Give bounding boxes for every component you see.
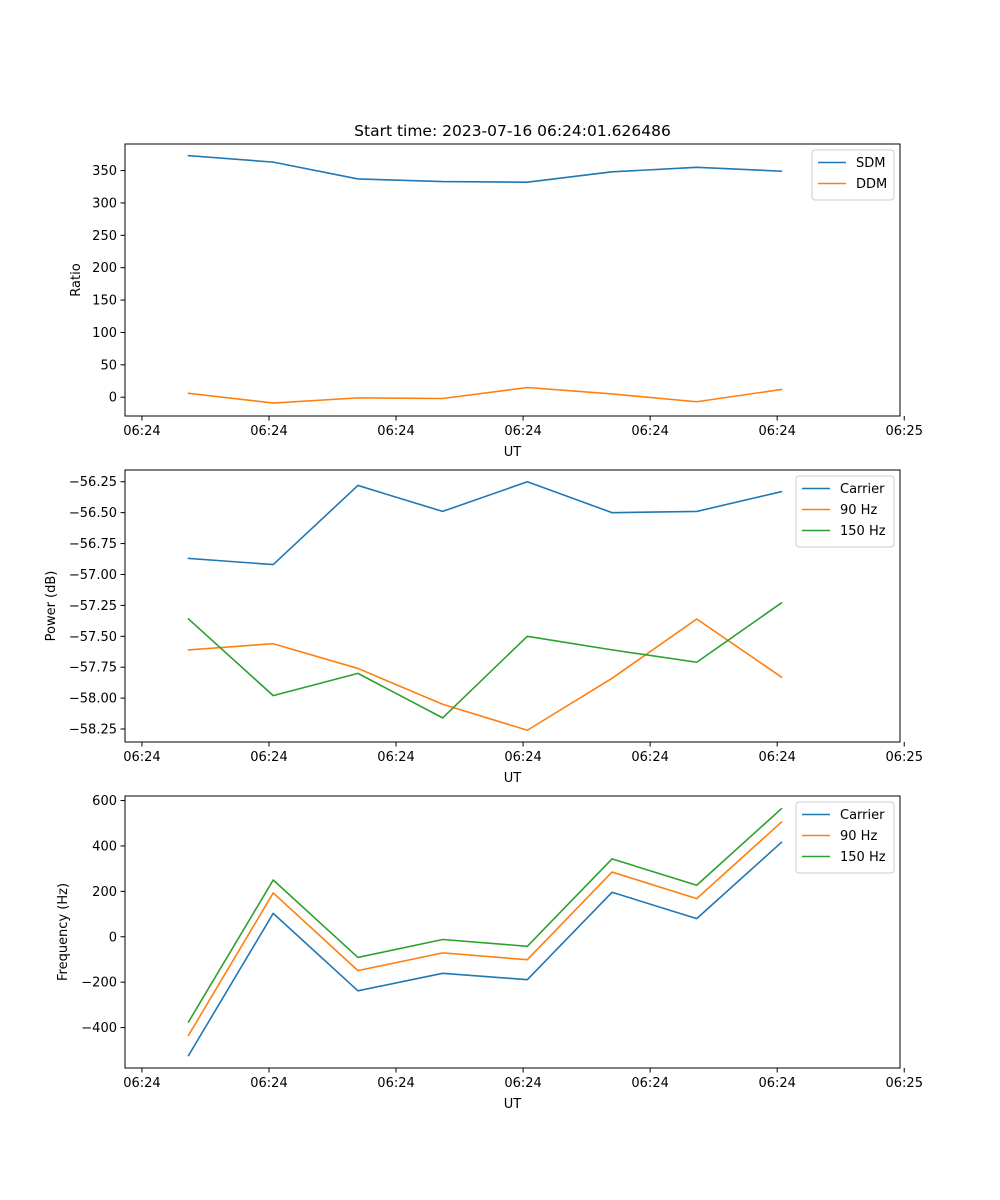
y-tick-label: 250	[92, 229, 117, 244]
ratio-series-ddm-line	[187, 386, 783, 404]
power-x-ticks: 06:24 06:24 06:24 06:24 06:24 06:24 06:25	[123, 742, 923, 765]
power-axes-frame	[124, 469, 901, 743]
frequency-series-group	[187, 807, 783, 1057]
y-tick-label: 100	[92, 326, 117, 341]
x-tick-label: 06:24	[758, 424, 795, 439]
y-tick-label: −56.25	[69, 475, 117, 490]
frequency-series-carrier-line	[187, 841, 783, 1057]
x-tick-label: 06:24	[123, 424, 160, 439]
chart-title: Start time: 2023-07-16 06:24:01.626486	[354, 122, 671, 140]
x-tick-label: 06:24	[377, 424, 414, 439]
ratio-legend: SDM DDM	[811, 149, 895, 201]
x-tick-label: 06:24	[758, 1076, 795, 1091]
x-tick-label: 06:24	[631, 1076, 668, 1091]
y-tick-label: −58.00	[69, 692, 117, 707]
y-tick-label: −57.75	[69, 661, 117, 676]
x-tick-label: 06:24	[504, 424, 541, 439]
y-tick-label: −57.50	[69, 630, 117, 645]
legend-label-150-hz: 150 Hz	[840, 524, 886, 539]
legend-label-ddm: DDM	[856, 177, 887, 192]
y-tick-label: 400	[92, 839, 117, 854]
frequency-axes-frame	[124, 795, 901, 1069]
x-tick-label: 06:25	[886, 750, 923, 765]
x-tick-label: 06:24	[504, 1076, 541, 1091]
y-tick-label: 200	[92, 261, 117, 276]
frequency-series-90-hz-line	[187, 820, 783, 1037]
power-series-90-hz-line	[187, 618, 783, 732]
y-tick-label: 200	[92, 885, 117, 900]
x-tick-label: 06:24	[250, 1076, 287, 1091]
power-x-axis-label: UT	[504, 771, 522, 786]
ratio-y-ticks: 0 50 100 150 200 250 300 350	[92, 164, 125, 406]
ratio-y-axis-label: Ratio	[69, 263, 84, 296]
legend-label-90-hz: 90 Hz	[840, 829, 877, 844]
ratio-series-group	[187, 154, 783, 404]
power-series-group	[187, 480, 783, 732]
y-tick-label: 300	[92, 196, 117, 211]
x-tick-label: 06:24	[631, 750, 668, 765]
power-series-carrier-line	[187, 480, 783, 566]
y-tick-label: −57.25	[69, 599, 117, 614]
power-y-ticks: −56.25 −56.50 −56.75 −57.00 −57.25 −57.50 −57.…	[69, 475, 125, 738]
x-tick-label: 06:25	[886, 424, 923, 439]
y-tick-label: −56.50	[69, 506, 117, 521]
frequency-panel: 06:24 06:24 06:24 06:24 06:24 06:24 06:25 −400…	[56, 794, 923, 1112]
y-tick-label: −58.25	[69, 723, 117, 738]
y-tick-label: 0	[109, 930, 117, 945]
x-tick-label: 06:24	[631, 424, 668, 439]
legend-label-carrier: Carrier	[840, 808, 885, 823]
legend-label-sdm: SDM	[856, 156, 885, 171]
frequency-y-ticks: −400 −200 0 200 400 600	[81, 794, 125, 1036]
frequency-y-axis-label: Frequency (Hz)	[56, 883, 71, 981]
y-tick-label: −56.75	[69, 537, 117, 552]
power-legend: Carrier 90 Hz 150 Hz	[795, 475, 895, 548]
frequency-legend: Carrier 90 Hz 150 Hz	[795, 801, 895, 874]
x-tick-label: 06:24	[250, 750, 287, 765]
legend-frame	[795, 475, 895, 548]
ratio-panel: Start time: 2023-07-16 06:24:01.626486 0…	[69, 122, 923, 460]
ratio-x-axis-label: UT	[504, 445, 522, 460]
y-tick-label: 350	[92, 164, 117, 179]
y-tick-label: −200	[81, 976, 117, 991]
legend-label-150-hz: 150 Hz	[840, 850, 886, 865]
x-tick-label: 06:24	[250, 424, 287, 439]
y-tick-label: 150	[92, 294, 117, 309]
power-y-axis-label: Power (dB)	[44, 571, 59, 642]
x-tick-label: 06:24	[504, 750, 541, 765]
legend-label-carrier: Carrier	[840, 482, 885, 497]
y-tick-label: −400	[81, 1021, 117, 1036]
x-tick-label: 06:24	[377, 750, 414, 765]
x-tick-label: 06:24	[123, 1076, 160, 1091]
x-tick-label: 06:24	[377, 1076, 414, 1091]
power-series-150-hz-line	[187, 601, 783, 719]
ratio-series-sdm-line	[187, 154, 783, 184]
y-tick-label: 600	[92, 794, 117, 809]
frequency-series-150-hz-line	[187, 807, 783, 1024]
y-tick-label: −57.00	[69, 568, 117, 583]
frequency-x-ticks: 06:24 06:24 06:24 06:24 06:24 06:24 06:25	[123, 1068, 923, 1091]
legend-frame	[795, 801, 895, 874]
ratio-x-ticks: 06:24 06:24 06:24 06:24 06:24 06:24 06:25	[123, 416, 923, 439]
legend-label-90-hz: 90 Hz	[840, 503, 877, 518]
power-panel: 06:24 06:24 06:24 06:24 06:24 06:24 06:25 −56.…	[44, 469, 923, 786]
x-tick-label: 06:24	[123, 750, 160, 765]
y-tick-label: 0	[109, 391, 117, 406]
x-tick-label: 06:24	[758, 750, 795, 765]
x-tick-label: 06:25	[886, 1076, 923, 1091]
frequency-x-axis-label: UT	[504, 1097, 522, 1112]
ratio-axes-frame	[124, 143, 901, 417]
y-tick-label: 50	[100, 358, 117, 373]
